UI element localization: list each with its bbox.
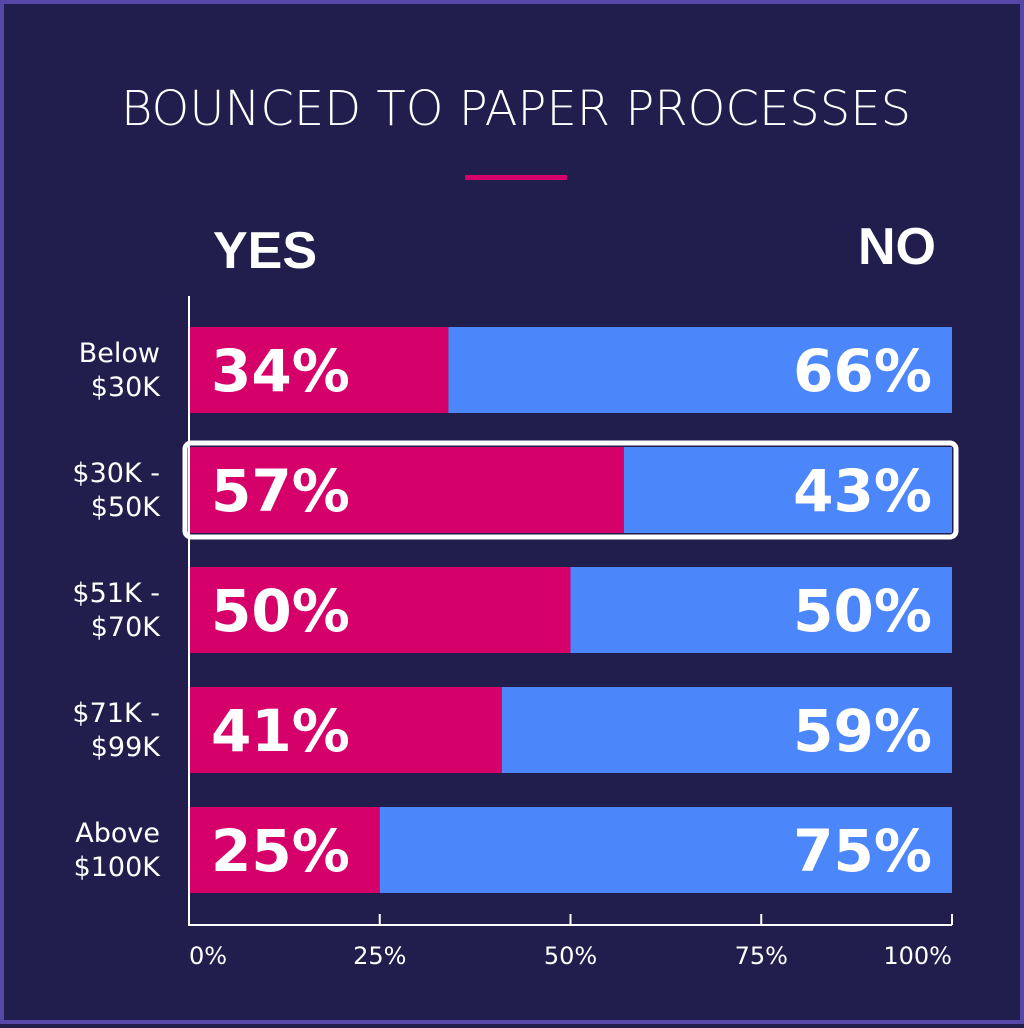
bar-row: $71K -$99K 41% 59% — [72, 687, 952, 773]
highlight-outline — [182, 440, 959, 540]
x-tick-label: 100% — [883, 942, 952, 970]
category-label: $71K - — [72, 698, 160, 729]
yes-value-label: 41% — [211, 697, 350, 765]
category-label: $51K - — [72, 578, 160, 609]
category-label: $100K — [74, 852, 162, 883]
no-bar — [448, 327, 952, 413]
x-tick-label: 50% — [544, 942, 597, 970]
no-bar — [623, 447, 952, 533]
category-label: Above — [75, 818, 160, 849]
category-label: $99K — [91, 732, 162, 763]
yes-bar — [189, 567, 571, 653]
no-value-label: 50% — [793, 577, 932, 645]
no-bar — [501, 687, 952, 773]
no-bar — [379, 807, 952, 893]
yes-header: YES — [213, 222, 317, 280]
yes-bar — [189, 327, 449, 413]
category-label: $70K — [91, 612, 162, 643]
no-value-label: 43% — [793, 457, 932, 525]
category-label: $50K — [91, 492, 162, 523]
no-value-label: 66% — [793, 337, 932, 405]
no-bar — [570, 567, 952, 653]
yes-value-label: 57% — [211, 457, 350, 525]
bar-row: $30K -$50K 57% 43% — [72, 440, 959, 540]
no-value-label: 59% — [793, 697, 932, 765]
x-tick-label: 0% — [189, 942, 227, 970]
yes-bar — [189, 687, 502, 773]
chart-title: BOUNCED TO PAPER PROCESSES — [121, 81, 911, 137]
bar-row: Below$30K 34% 66% — [79, 327, 952, 413]
yes-bar — [189, 807, 380, 893]
title-underline — [465, 175, 567, 180]
yes-value-label: 34% — [211, 337, 350, 405]
bar-row: $51K -$70K 50% 50% — [72, 567, 952, 653]
yes-bar — [189, 447, 624, 533]
category-label: Below — [79, 338, 160, 369]
bar-chart: BOUNCED TO PAPER PROCESSES YES NO Below$… — [72, 81, 959, 970]
x-tick-label: 25% — [353, 942, 406, 970]
no-header: NO — [858, 218, 936, 276]
category-label: $30K - — [72, 458, 160, 489]
yes-value-label: 50% — [211, 577, 350, 645]
axis-group: 0% 25% 50% 75% 100% — [188, 296, 953, 970]
yes-value-label: 25% — [211, 817, 350, 885]
bar-row: Above$100K 25% 75% — [74, 807, 952, 893]
no-value-label: 75% — [793, 817, 932, 885]
category-label: $30K — [91, 372, 162, 403]
bars-group: Below$30K 34% 66% $30K -$50K 57% 43% $51K -$70… — [72, 327, 959, 893]
x-tick-label: 75% — [735, 942, 788, 970]
